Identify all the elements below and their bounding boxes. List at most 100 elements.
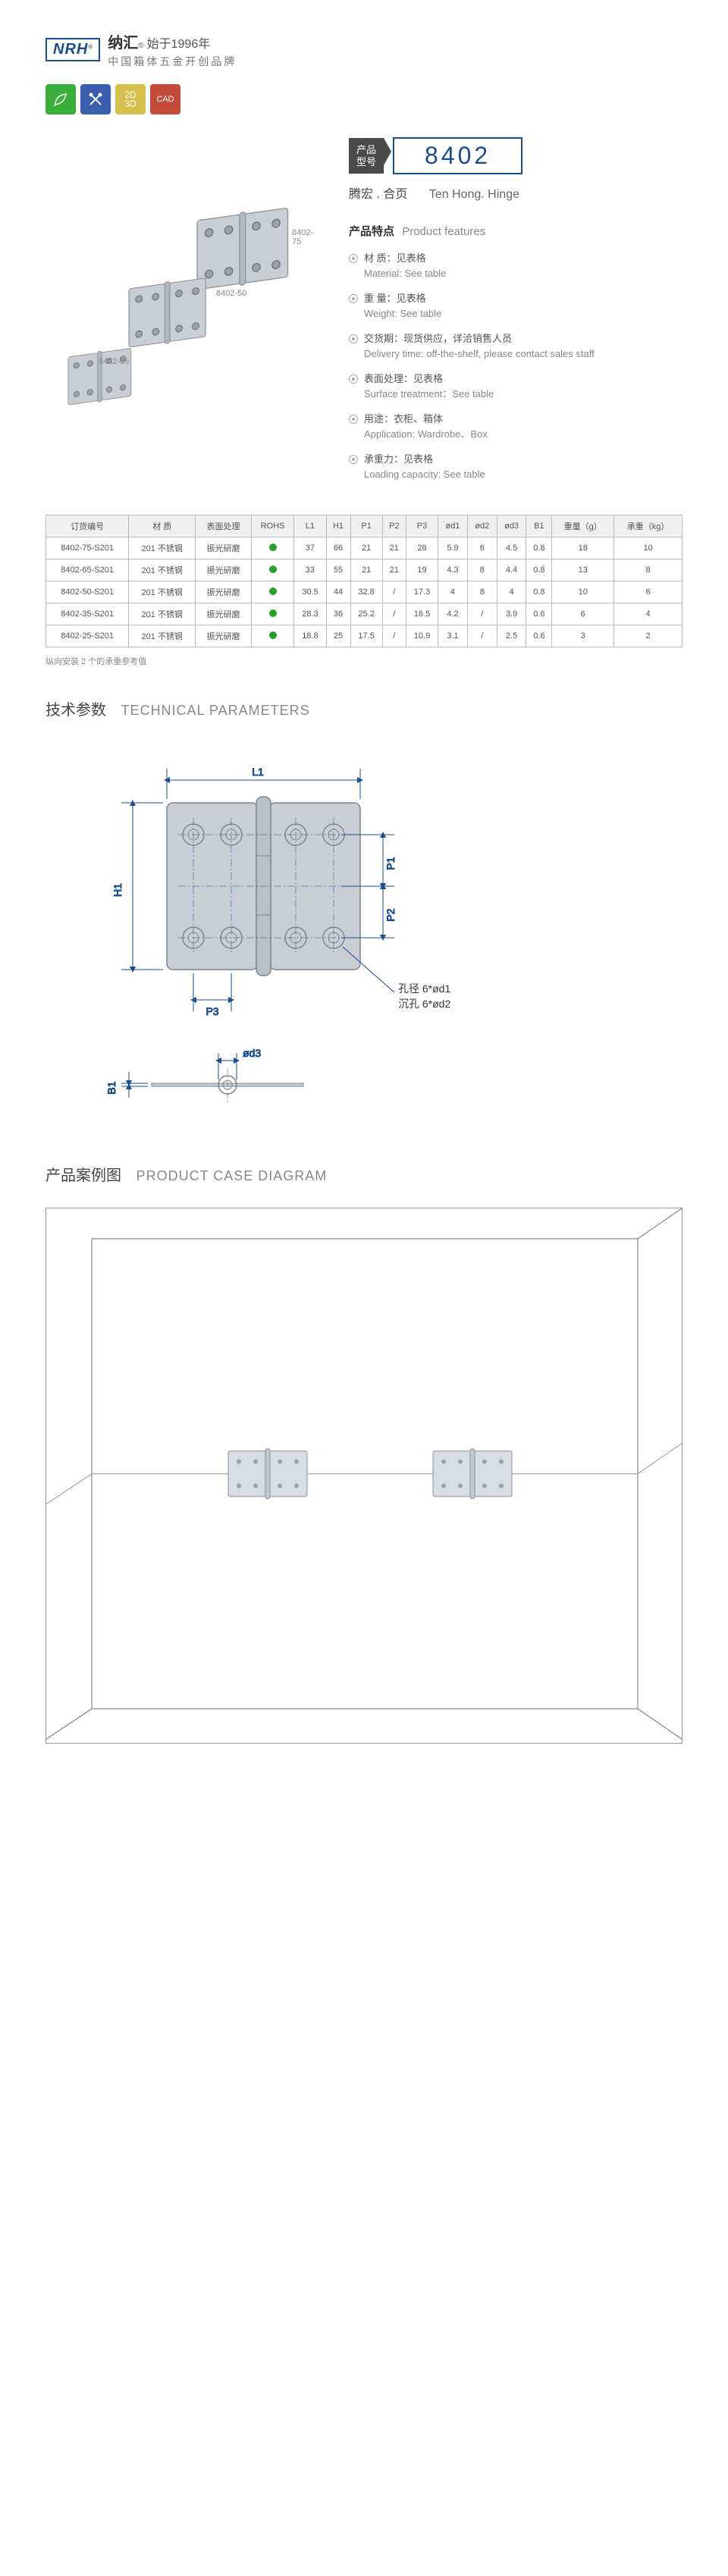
table-cell: 8402-75-S201 [46, 537, 129, 559]
table-cell: 2 [614, 625, 682, 647]
table-cell: 振光研磨 [196, 581, 252, 603]
table-cell: 6 [614, 581, 682, 603]
table-cell: 28 [406, 537, 438, 559]
svg-text:H1: H1 [111, 883, 124, 897]
table-header-cell: L1 [294, 516, 326, 537]
table-cell: 17.5 [350, 625, 382, 647]
brand-reg: ® [138, 42, 143, 50]
product-images: 8402-75 8402-50 8402-35 [46, 137, 318, 492]
logo-box: NRH® [46, 38, 100, 61]
table-header-cell: P3 [406, 516, 438, 537]
table-header-row: 订货编号材 质表面处理ROHSL1H1P1P2P3ød1ød2ød3B1重量（g… [46, 516, 682, 537]
table-note: 纵向安装 2 个的承重参考值 [46, 655, 682, 667]
table-header-cell: P1 [350, 516, 382, 537]
rohs-dot-icon [269, 588, 277, 595]
case-title: 产品案例图 PRODUCT CASE DIAGRAM [46, 1163, 682, 1185]
table-cell: 0.8 [526, 559, 552, 581]
table-cell [251, 537, 294, 559]
table-header-cell: 订货编号 [46, 516, 129, 537]
table-row: 8402-25-S201201 不锈钢振光研磨18.82517.5/10.93.… [46, 625, 682, 647]
slogan1: 始于1996年 [147, 33, 211, 52]
icon-row: 2D3D CAD [46, 84, 682, 114]
feature-en: Weight: See table [364, 306, 682, 321]
table-cell: 4 [614, 603, 682, 625]
table-cell: 振光研磨 [196, 537, 252, 559]
table-cell: 33 [294, 559, 326, 581]
table-cell: 32.8 [350, 581, 382, 603]
table-header-cell: H1 [326, 516, 350, 537]
feature-item: 表面处理：见表格Surface treatment：See table [349, 371, 682, 401]
table-header-cell: 材 质 [129, 516, 196, 537]
feature-cn: 交货期：现货供应，详洽销售人员 [364, 333, 512, 344]
table-cell: 10 [614, 537, 682, 559]
3d-label: 3D [124, 99, 136, 108]
table-cell: 21 [382, 537, 406, 559]
table-cell: 8402-50-S201 [46, 581, 129, 603]
table-cell [251, 603, 294, 625]
table-cell: 0.8 [526, 581, 552, 603]
table-cell: / [382, 581, 406, 603]
feature-cn: 承重力：见表格 [364, 453, 433, 465]
2d3d-icon: 2D3D [115, 84, 146, 114]
feature-item: 用途：衣柜、箱体 Application: Wardrobe、Box [349, 412, 682, 441]
table-cell: 21 [382, 559, 406, 581]
table-cell: / [382, 603, 406, 625]
svg-text:孔径 6*ød1: 孔径 6*ød1 [398, 982, 450, 995]
rohs-dot-icon [269, 566, 277, 573]
svg-text:B1: B1 [105, 1081, 118, 1094]
feature-cn: 表面处理：见表格 [364, 373, 443, 384]
table-cell: 2.5 [497, 625, 526, 647]
model-number: 8402 [393, 137, 522, 174]
table-cell: 8402-65-S201 [46, 559, 129, 581]
img-label-35: 8402-35 [99, 357, 129, 366]
features-list: 材 质：见表格Material: See table重 量：见表格Weight:… [349, 251, 682, 481]
rohs-dot-icon [269, 631, 277, 639]
feature-cn: 材 质：见表格 [364, 252, 426, 264]
table-cell: 19 [406, 559, 438, 581]
table-cell: 18.8 [294, 625, 326, 647]
table-cell: 8 [467, 581, 497, 603]
table-header-cell: 重量（g） [552, 516, 614, 537]
spec-table: 订货编号材 质表面处理ROHSL1H1P1P2P3ød1ød2ød3B1重量（g… [46, 515, 682, 647]
table-cell: 17.3 [406, 581, 438, 603]
brand-cn: 纳汇 [108, 30, 138, 52]
slogan2: 中国箱体五金开创品牌 [108, 54, 237, 69]
table-cell: 30.5 [294, 581, 326, 603]
table-header-cell: ROHS [251, 516, 294, 537]
img-label-75: 8402-75 [292, 228, 318, 246]
logo-reg: ® [88, 44, 93, 51]
table-cell: 25 [326, 625, 350, 647]
product-info: 产品型号 8402 腾宏 . 合页 Ten Hong. Hinge 产品特点 P… [349, 137, 682, 492]
brand-block: 纳汇® 始于1996年 中国箱体五金开创品牌 [108, 30, 237, 69]
table-cell: 201 不锈钢 [129, 537, 196, 559]
top-section: 8402-75 8402-50 8402-35 产品型号 8402 腾宏 . 合… [46, 137, 682, 492]
case-diagram [46, 1208, 682, 1744]
model-row: 产品型号 8402 [349, 137, 682, 174]
table-cell: 3.9 [497, 603, 526, 625]
feature-cn: 重 量：见表格 [364, 293, 426, 304]
feature-en: Application: Wardrobe、Box [364, 427, 682, 442]
table-cell: 4.5 [497, 537, 526, 559]
svg-text:P2: P2 [384, 908, 397, 921]
table-header-cell: ød1 [438, 516, 468, 537]
svg-text:ød3: ød3 [243, 1047, 261, 1059]
table-cell: 10.9 [406, 625, 438, 647]
svg-text:P1: P1 [384, 857, 397, 870]
table-header-cell: ød2 [467, 516, 497, 537]
table-cell: 44 [326, 581, 350, 603]
table-cell: 8402-35-S201 [46, 603, 129, 625]
table-row: 8402-75-S201201 不锈钢振光研磨37662121285.964.5… [46, 537, 682, 559]
table-cell: 201 不锈钢 [129, 625, 196, 647]
svg-text:L1: L1 [252, 766, 264, 778]
feature-item: 交货期：现货供应，详洽销售人员Delivery time: off-the-sh… [349, 331, 682, 361]
table-cell: 4.3 [438, 559, 468, 581]
table-cell: 4.2 [438, 603, 468, 625]
table-cell: 13 [552, 559, 614, 581]
table-cell: 0.6 [526, 603, 552, 625]
table-cell: 振光研磨 [196, 559, 252, 581]
table-cell: / [467, 625, 497, 647]
table-cell: 18 [552, 537, 614, 559]
table-cell: 55 [326, 559, 350, 581]
table-cell: 8 [467, 559, 497, 581]
feature-cn: 用途：衣柜、箱体 [364, 413, 443, 425]
